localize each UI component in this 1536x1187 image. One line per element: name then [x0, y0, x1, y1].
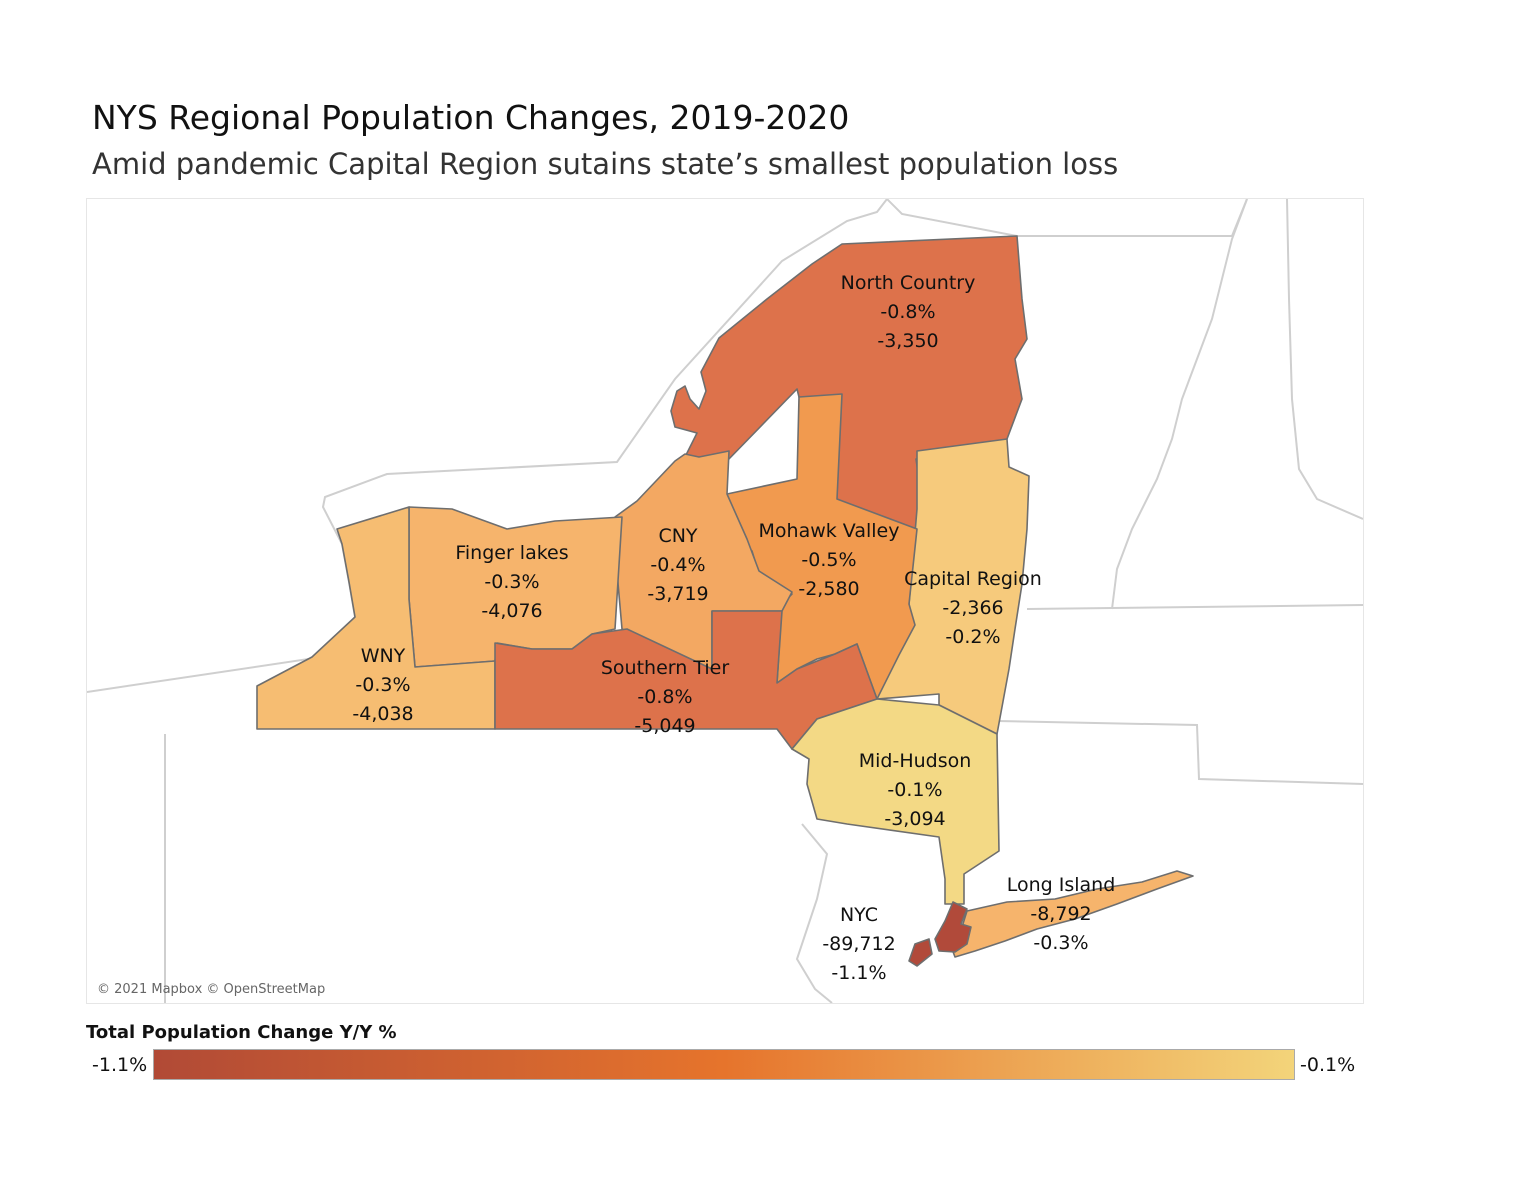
label-wny: WNY -0.3% -4,038 — [352, 642, 413, 729]
legend-min-label: -1.1% — [92, 1054, 148, 1076]
wny-line2: -0.3% — [355, 674, 411, 696]
legend-max-label: -0.1% — [1300, 1054, 1356, 1076]
region-nyc[interactable] — [934, 901, 972, 953]
label-long-island: Long Island -8,792 -0.3% — [1007, 871, 1116, 958]
mid-hudson-name: Mid-Hudson — [858, 750, 972, 772]
vermont-south-line — [1026, 604, 1363, 610]
capital-region-name: Capital Region — [904, 568, 1042, 590]
mohawk-valley-name: Mohawk Valley — [758, 520, 900, 542]
nyc-line2: -89,712 — [822, 933, 896, 955]
finger-lakes-name: Finger lakes — [455, 542, 569, 564]
nyc-name: NYC — [839, 904, 879, 926]
legend-color-ramp — [153, 1049, 1295, 1080]
southern-tier-name: Southern Tier — [600, 657, 730, 679]
label-nyc: NYC -89,712 -1.1% — [822, 901, 895, 988]
southern-tier-line3: -5,049 — [634, 715, 696, 737]
label-north-country: North Country -0.8% -3,350 — [841, 269, 976, 356]
map-area[interactable]: North Country -0.8% -3,350 Finger lakes … — [86, 198, 1364, 1004]
mid-hudson-line2: -0.1% — [887, 779, 943, 801]
pa-nj-border-line — [795, 823, 833, 1003]
label-mohawk-valley: Mohawk Valley -0.5% -2,580 — [759, 517, 900, 604]
long-island-name: Long Island — [1006, 874, 1116, 896]
wny-name: WNY — [360, 645, 406, 667]
region-southern-tier[interactable] — [494, 610, 878, 750]
capital-region-line2: -2,366 — [942, 597, 1004, 619]
nyc-line3: -1.1% — [831, 962, 887, 984]
maine-border-line — [1286, 199, 1363, 520]
cny-name: CNY — [658, 525, 698, 547]
region-wny[interactable] — [256, 506, 496, 730]
north-country-line3: -3,350 — [877, 330, 939, 352]
region-nyc-staten-island[interactable] — [908, 938, 933, 967]
map-svg — [87, 199, 1363, 1003]
northern-border-line — [886, 199, 1248, 237]
legend-title: Total Population Change Y/Y % — [86, 1022, 397, 1043]
mohawk-valley-line2: -0.5% — [801, 549, 857, 571]
southern-tier-line2: -0.8% — [637, 686, 693, 708]
cny-line2: -0.4% — [650, 554, 706, 576]
vermont-nh-border-line — [1111, 199, 1248, 610]
north-country-name: North Country — [840, 272, 976, 294]
label-southern-tier: Southern Tier -0.8% -5,049 — [601, 654, 729, 741]
label-capital-region: Capital Region -2,366 -0.2% — [904, 565, 1042, 652]
label-cny: CNY -0.4% -3,719 — [647, 522, 708, 609]
finger-lakes-line2: -0.3% — [484, 571, 540, 593]
long-island-line3: -0.3% — [1033, 932, 1089, 954]
wny-line3: -4,038 — [352, 703, 414, 725]
mohawk-valley-line3: -2,580 — [798, 578, 860, 600]
map-title: NYS Regional Population Changes, 2019-20… — [92, 98, 850, 137]
cny-line3: -3,719 — [647, 583, 709, 605]
finger-lakes-line3: -4,076 — [481, 600, 543, 622]
mid-hudson-line3: -3,094 — [884, 808, 946, 830]
map-subtitle: Amid pandemic Capital Region sutains sta… — [92, 147, 1119, 181]
connecticut-border-line — [996, 720, 1363, 785]
capital-region-line3: -0.2% — [945, 626, 1001, 648]
label-finger-lakes: Finger lakes -0.3% -4,076 — [455, 539, 568, 626]
north-country-line2: -0.8% — [880, 301, 936, 323]
label-mid-hudson: Mid-Hudson -0.1% -3,094 — [859, 747, 972, 834]
long-island-line2: -8,792 — [1030, 903, 1092, 925]
map-attribution[interactable]: © 2021 Mapbox © OpenStreetMap — [97, 982, 326, 997]
